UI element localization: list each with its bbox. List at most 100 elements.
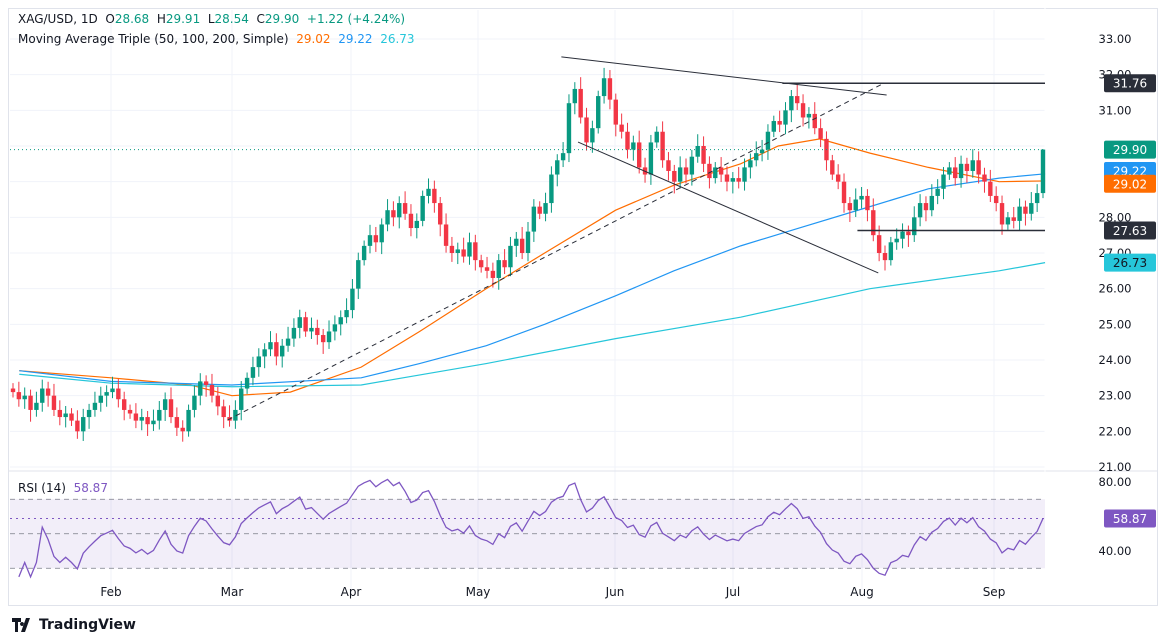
candle-body	[22, 395, 27, 400]
candle-body	[209, 384, 215, 396]
candle-body	[882, 253, 888, 261]
candle-body	[402, 203, 408, 214]
x-tick-label: Sep	[983, 585, 1006, 599]
candle-body	[1034, 193, 1040, 204]
candle-body	[496, 260, 501, 278]
candle-body	[584, 117, 589, 143]
candle-body	[713, 167, 718, 179]
x-tick-label: Feb	[100, 585, 121, 599]
candle-body	[484, 267, 490, 271]
price-tag	[1104, 174, 1156, 193]
candle-body	[835, 174, 841, 182]
candle-body	[473, 242, 478, 261]
candle-body	[110, 388, 115, 393]
candle-body	[420, 195, 425, 221]
candle-body	[51, 395, 57, 410]
candle-body	[92, 402, 98, 410]
candle-body	[151, 420, 156, 425]
candle-body	[619, 124, 624, 132]
y-tick-label: 31.00	[1099, 103, 1132, 117]
candle-body	[777, 121, 782, 125]
candle-body	[859, 195, 864, 200]
candle-body	[338, 317, 343, 325]
candle-body	[724, 174, 730, 182]
candle-body	[625, 131, 630, 150]
candle-body	[888, 242, 894, 261]
candle-body	[414, 220, 420, 229]
ma-legend: Moving Average Triple (50, 100, 200, Sim…	[18, 32, 415, 46]
candle-body	[912, 217, 917, 236]
rsi-tick-label: 80.00	[1099, 475, 1132, 489]
candle-body	[432, 188, 437, 204]
tradingview-logo[interactable]: TradingView	[12, 617, 136, 633]
candle-body	[935, 188, 940, 196]
candle-body	[502, 260, 507, 268]
symbol: XAG/USD, 1D	[18, 12, 98, 26]
candle-body	[1023, 206, 1028, 214]
candle-body	[426, 188, 431, 196]
candle-body	[806, 113, 812, 118]
candle-body	[947, 167, 952, 175]
candle-body	[590, 128, 595, 143]
x-tick-label: Mar	[221, 585, 244, 599]
candle-body	[10, 388, 16, 393]
price-tag-label: 31.76	[1113, 77, 1147, 91]
candle-body	[976, 160, 981, 175]
candle-body	[256, 356, 261, 368]
candle-body	[660, 131, 665, 161]
candle-body	[192, 395, 197, 410]
candle-body	[34, 402, 39, 410]
candle-body	[560, 153, 566, 161]
candle-body	[958, 163, 964, 179]
candle-body	[988, 181, 993, 196]
candle-body	[941, 174, 946, 189]
candle-body	[478, 260, 484, 268]
candle-body	[736, 178, 741, 182]
price-tag	[1104, 221, 1156, 240]
candle-body	[350, 288, 355, 311]
candle-body	[168, 399, 174, 418]
trend-line	[561, 56, 887, 96]
candle-body	[917, 203, 923, 218]
x-tick-label: Jul	[725, 585, 740, 599]
candle-body	[344, 310, 349, 318]
candle-body	[104, 392, 109, 396]
candle-body	[906, 231, 911, 236]
candle-body	[1011, 217, 1016, 221]
candle-body	[1017, 206, 1022, 221]
candle-body	[613, 99, 618, 125]
candle-body	[397, 203, 402, 218]
candle-body	[45, 388, 51, 396]
candle-body	[759, 149, 765, 154]
rsi-tag-label: 58.87	[1113, 512, 1147, 526]
candle-body	[707, 163, 712, 179]
candle-body	[332, 324, 338, 332]
candle-body	[315, 327, 320, 336]
candle-body	[765, 131, 771, 150]
y-tick-label: 21.00	[1099, 460, 1132, 474]
candle-body	[385, 210, 390, 225]
candle-body	[408, 213, 414, 229]
candle-body	[326, 331, 332, 343]
rsi-legend: RSI (14) 58.87	[18, 481, 108, 495]
candle-body	[356, 260, 361, 289]
candle-body	[98, 395, 103, 403]
candle-body	[841, 181, 847, 204]
candle-body	[186, 409, 191, 432]
candle-body	[379, 224, 384, 243]
candle-body	[127, 409, 133, 414]
y-tick-label: 23.00	[1099, 389, 1132, 403]
candle-body	[297, 317, 302, 328]
candle-body	[800, 103, 806, 118]
candle-body	[636, 142, 642, 168]
candle-body	[853, 199, 858, 211]
candle-body	[198, 381, 203, 396]
candle-body	[1005, 217, 1011, 225]
candle-body	[830, 160, 835, 175]
candle-body	[280, 345, 285, 357]
candle-body	[262, 349, 267, 357]
candle-body	[631, 142, 636, 150]
rsi-line	[18, 478, 1044, 579]
candle-body	[929, 195, 935, 211]
